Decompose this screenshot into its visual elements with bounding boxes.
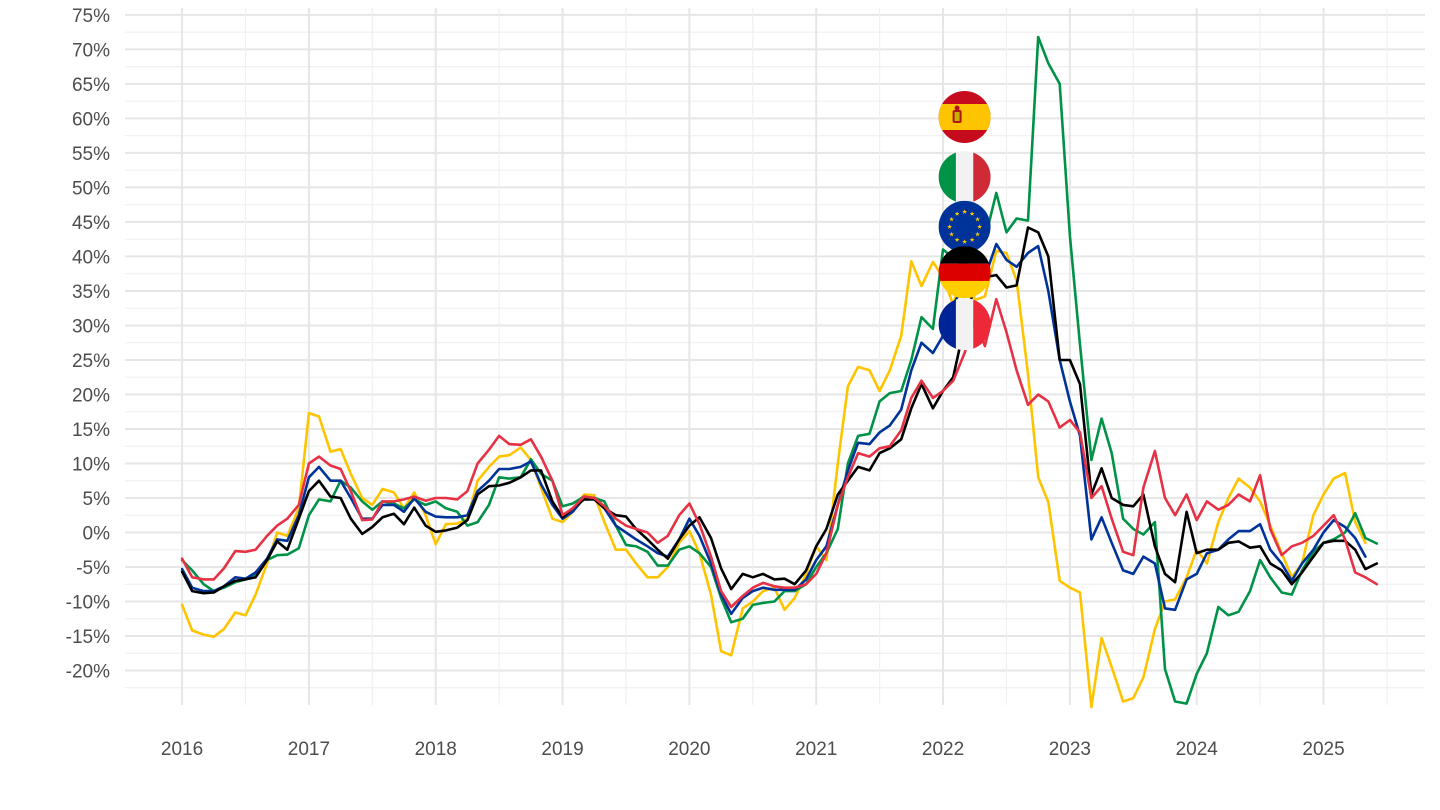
x-tick-label: 2017: [288, 739, 330, 760]
y-tick-label: 75%: [72, 6, 110, 27]
x-tick-label: 2018: [415, 739, 457, 760]
x-tick-label: 2021: [795, 739, 837, 760]
y-axis-tick-labels: 75% 70% 65% 60% 55% 50% 45% 40% 35% 30% 25% 20% 15% 1…: [66, 6, 110, 683]
y-tick-label: 40%: [72, 247, 110, 268]
y-tick-label: 70%: [72, 40, 110, 61]
flag-icon-european-union: [938, 200, 991, 253]
y-tick-label: 35%: [72, 282, 110, 303]
y-tick-label: 65%: [72, 75, 110, 96]
series-lines: [180, 35, 1379, 709]
x-tick-label: 2024: [1176, 739, 1219, 760]
y-tick-label: 45%: [72, 213, 110, 234]
series-line-germany: [180, 226, 1379, 595]
x-tick-label: 2023: [1049, 739, 1091, 760]
y-tick-label: 25%: [72, 351, 110, 372]
y-tick-label: 60%: [72, 109, 110, 130]
y-tick-label: 30%: [72, 316, 110, 337]
y-tick-label: 5%: [83, 489, 111, 510]
x-tick-label: 2016: [161, 739, 203, 760]
flag-icon-france: [938, 298, 991, 351]
flag-icon-germany: [938, 246, 991, 299]
y-tick-label: 55%: [72, 144, 110, 165]
flag-icon-spain: [938, 91, 991, 143]
y-tick-label: 50%: [72, 178, 110, 199]
series-line-france: [180, 297, 1379, 609]
flag-icon-italy: [938, 151, 991, 204]
y-tick-label: 15%: [72, 420, 110, 441]
y-tick-label: -5%: [76, 558, 110, 579]
y-tick-label: -15%: [66, 627, 110, 648]
y-tick-label: 20%: [72, 385, 110, 406]
series-line-spain: [180, 249, 1367, 709]
y-tick-label: 0%: [83, 523, 111, 544]
x-tick-label: 2022: [922, 739, 964, 760]
x-axis-tick-labels: 2016 2017 2018 2019 2020 2021 2022 2023 2024 2025: [161, 739, 1345, 760]
grid: [125, 8, 1425, 705]
x-tick-label: 2020: [668, 739, 710, 760]
y-tick-label: 10%: [72, 454, 110, 475]
y-tick-label: -10%: [66, 592, 110, 613]
flag-markers: [938, 91, 991, 351]
x-tick-label: 2019: [541, 739, 583, 760]
y-tick-label: -20%: [66, 661, 110, 682]
x-tick-label: 2025: [1302, 739, 1344, 760]
